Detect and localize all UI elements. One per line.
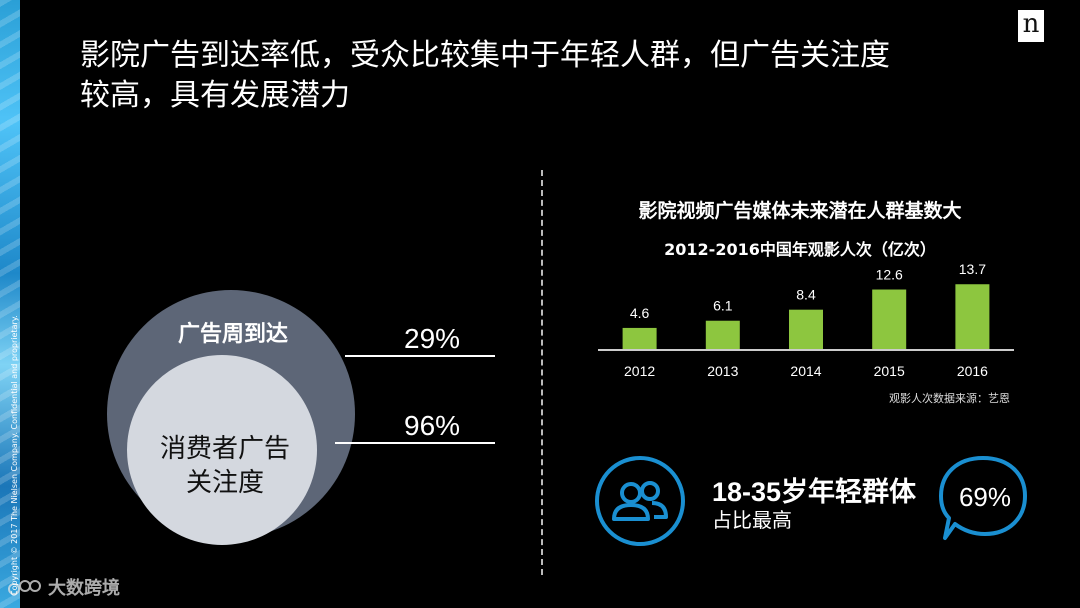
chart-subtitle: 2012-2016中国年观影人次（亿次）: [664, 240, 936, 259]
watermark: 大数跨境: [6, 574, 120, 600]
chart-source-note: 观影人次数据来源：艺恩: [889, 392, 1010, 405]
speech-bubble-icon: [939, 456, 1027, 540]
reach-label: 广告周到达: [177, 322, 288, 347]
dashed-divider: [541, 170, 543, 575]
slide-title: 影院广告到达率低，受众比较集中于年轻人群，但广告关注度 较高，具有发展潜力: [80, 38, 890, 113]
copyright-text: Copyright © 2017 The Nielsen Company. Co…: [10, 315, 19, 596]
age-group-percent: 69%: [958, 482, 1012, 512]
bar-2014: [789, 309, 823, 350]
age-group-headline: 18-35岁年轻群体: [712, 477, 917, 507]
bar-value-label: 12.6: [876, 267, 903, 283]
reach-leader-line: [345, 355, 495, 357]
watermark-logo-icon: [8, 580, 41, 595]
chart-title: 影院视频广告媒体未来潜在人群基数大: [638, 200, 962, 222]
x-tick-label: 2014: [790, 363, 821, 379]
attention-leader-line: [335, 442, 495, 444]
reach-percent: 29%: [404, 323, 461, 354]
left-decorative-strip: [0, 0, 20, 608]
audience-bar-chart: 4.6 2012 6.1 2013 8.4 2014 12.6 2015 13.7 2016: [598, 261, 1014, 379]
bar-value-label: 13.7: [959, 261, 986, 277]
people-group-icon: [595, 456, 685, 546]
attention-label: 消费者广告 关注度: [159, 434, 290, 498]
bar-2016: [955, 284, 990, 350]
x-tick-label: 2013: [707, 363, 738, 379]
bar-2012: [622, 327, 657, 350]
age-group-subtext: 占比最高: [712, 508, 792, 532]
bar-2013: [705, 320, 740, 350]
bar-value-label: 6.1: [713, 298, 733, 314]
bar-value-label: 4.6: [630, 305, 650, 321]
attention-percent: 96%: [404, 410, 461, 441]
bar-value-label: 8.4: [796, 287, 816, 303]
x-tick-label: 2012: [624, 363, 655, 379]
x-tick-label: 2015: [874, 363, 905, 379]
bar-2015: [872, 289, 907, 350]
nielsen-logo: n: [1018, 10, 1044, 42]
attention-circle: [127, 355, 317, 545]
x-tick-label: 2016: [957, 363, 988, 379]
watermark-text: 大数跨境: [48, 578, 120, 599]
